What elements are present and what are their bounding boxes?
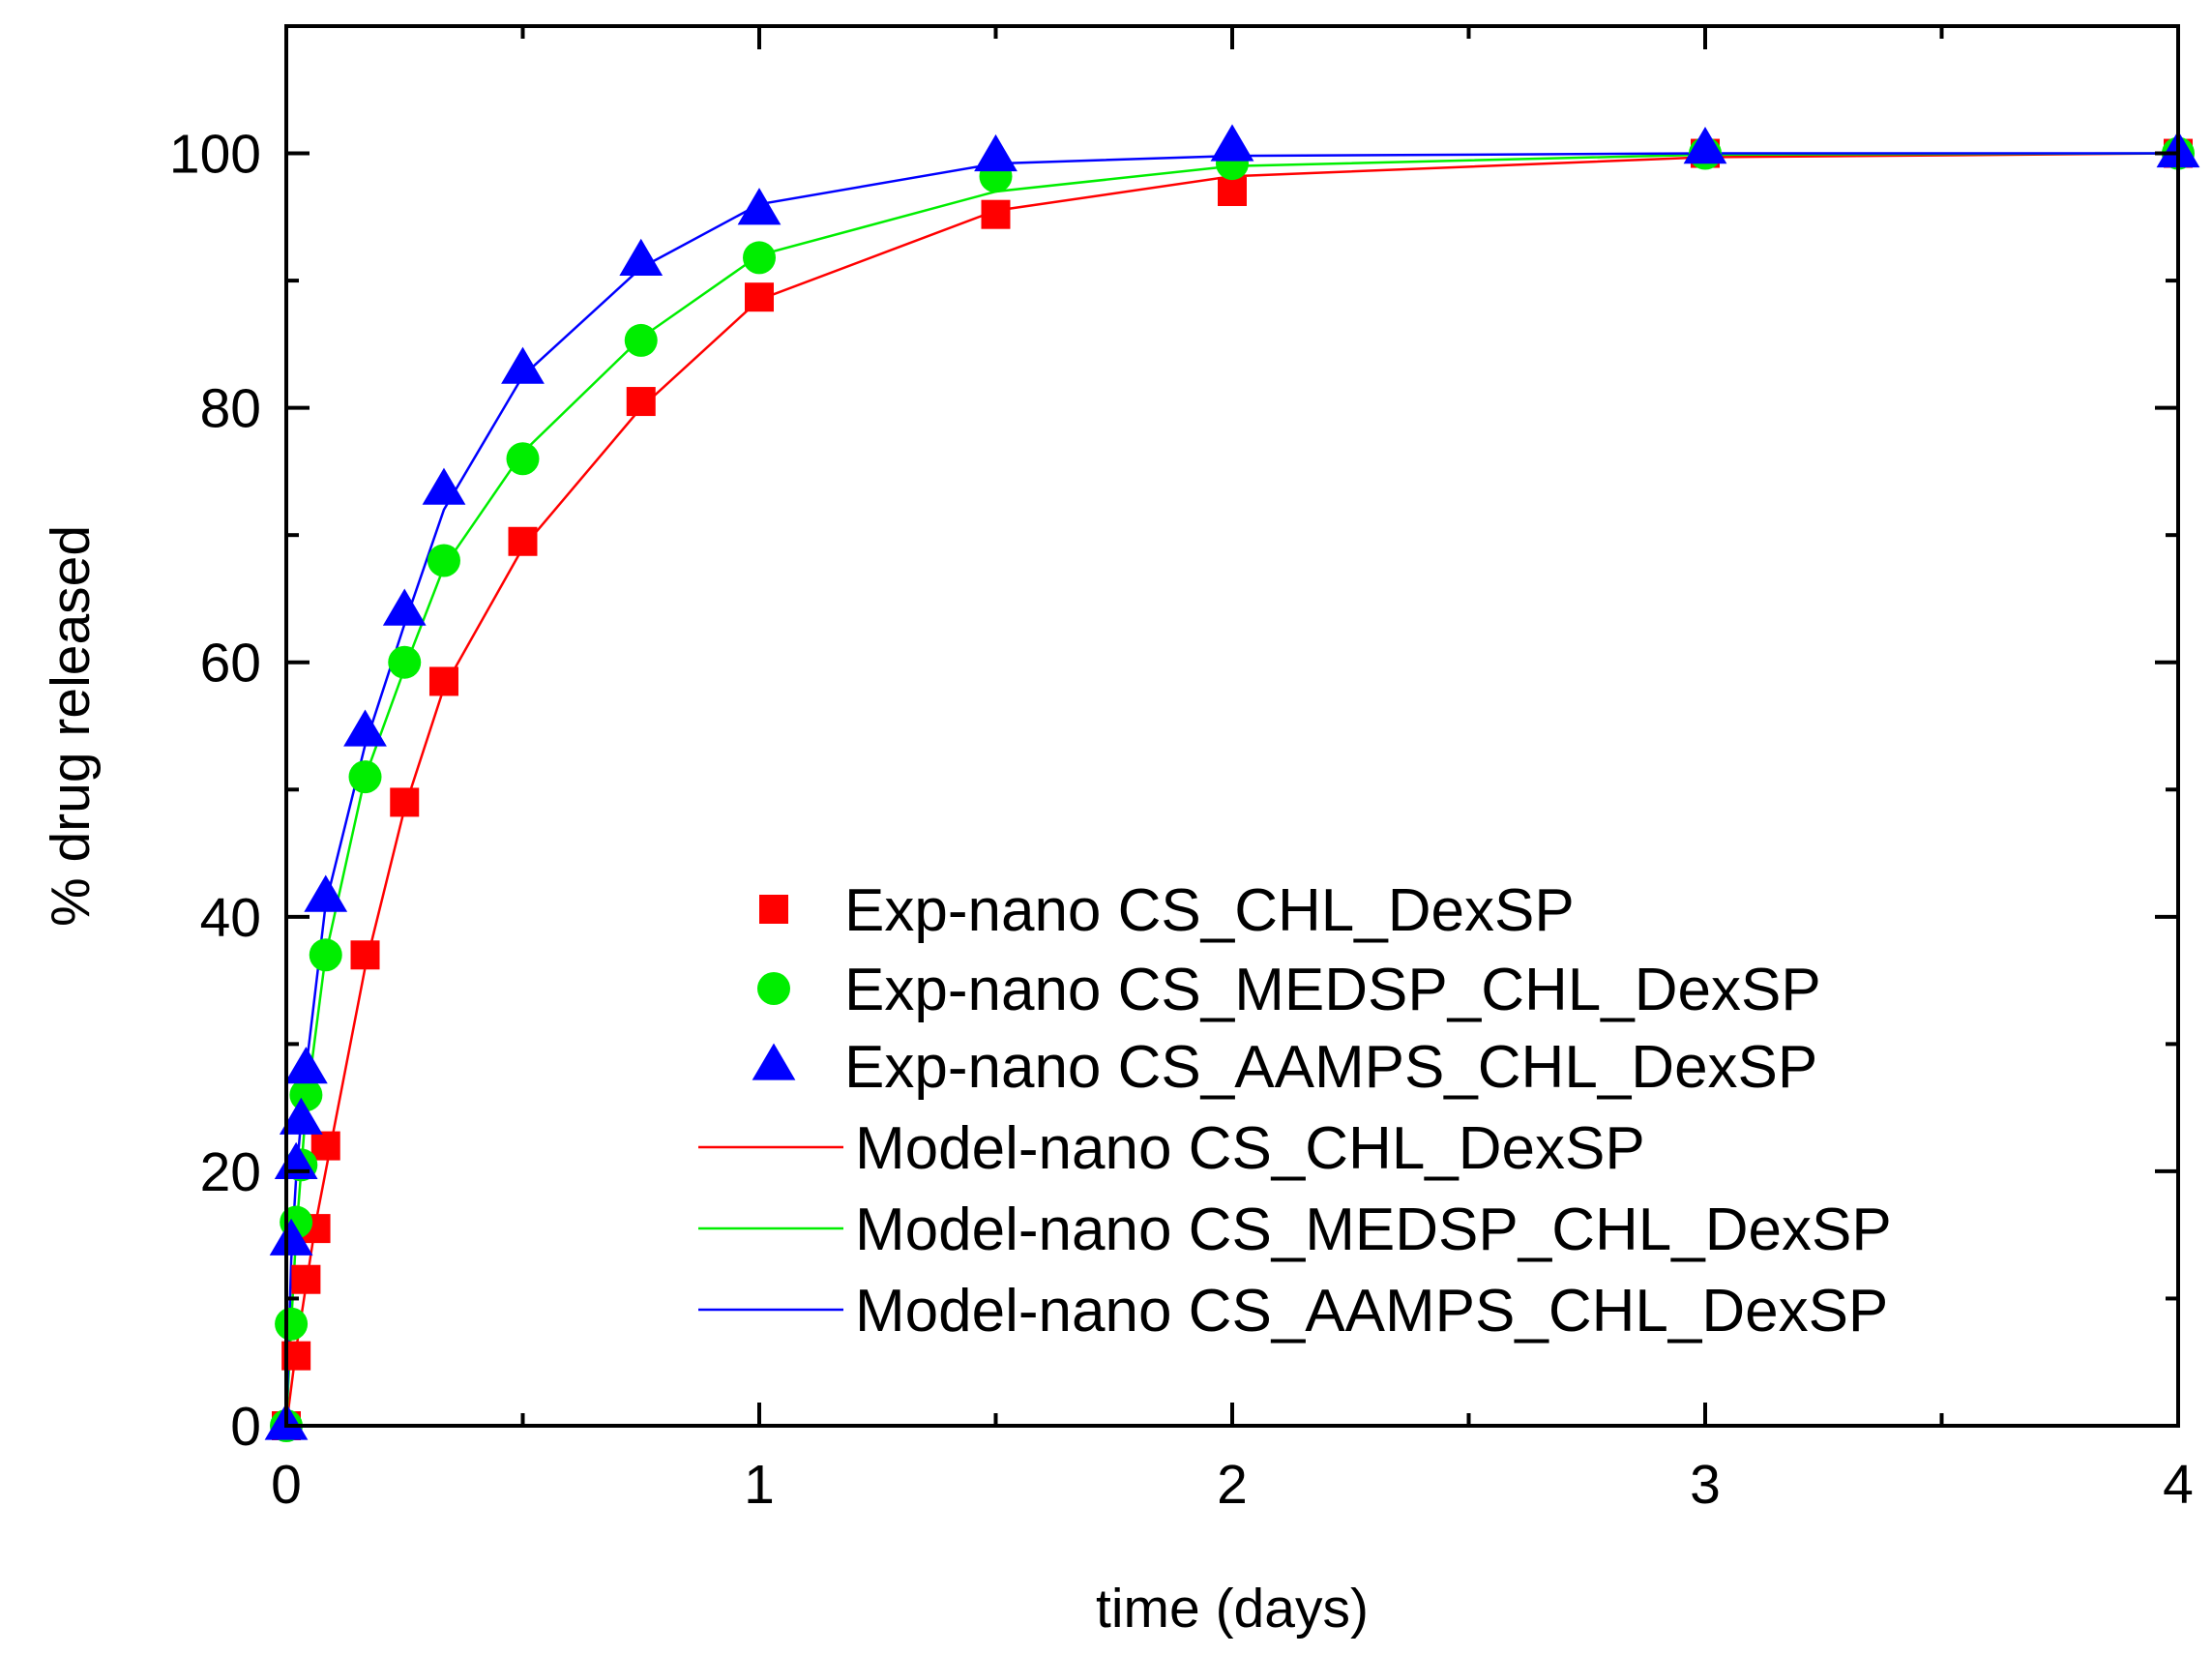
y-tick-label: 20	[200, 1141, 261, 1203]
data-point-square	[428, 666, 458, 696]
model-line	[284, 152, 2179, 1427]
data-point-triangle	[501, 346, 545, 384]
data-point-circle	[427, 544, 460, 577]
y-tick-label: 60	[200, 633, 261, 695]
x-tick-label: 1	[744, 1454, 775, 1516]
y-tick-label: 100	[169, 124, 261, 186]
data-point-square	[291, 1264, 321, 1294]
x-tick-label: 2	[1217, 1454, 1248, 1516]
data-point-square	[350, 940, 380, 970]
legend: Exp-nano CS_CHL_DexSP Exp-nano CS_MEDSP_C…	[698, 877, 1892, 1345]
y-tick-label: 80	[200, 378, 261, 440]
data-point-square	[1218, 177, 1247, 207]
legend-symbol-circle	[757, 972, 790, 1005]
data-point-circle	[388, 645, 422, 679]
data-point-circle	[348, 760, 382, 794]
y-axis-title: % drug released	[40, 525, 102, 927]
data-point-triangle	[737, 188, 782, 225]
data-point-circle	[506, 442, 540, 476]
legend-label: Model-nano CS_MEDSP_CHL_DexSP	[855, 1197, 1892, 1263]
data-point-triangle	[279, 1097, 323, 1135]
x-axis-title: time (days)	[1096, 1578, 1369, 1640]
data-point-triangle	[1683, 127, 1727, 164]
data-point-circle	[289, 1078, 323, 1111]
data-point-square	[981, 199, 1011, 229]
data-point-triangle	[269, 1218, 313, 1256]
legend-symbol-square	[759, 895, 788, 924]
y-tick-label: 0	[230, 1396, 261, 1458]
legend-label: Model-nano CS_AAMPS_CHL_DexSP	[855, 1278, 1888, 1345]
data-markers	[264, 124, 2200, 1442]
data-point-triangle	[974, 133, 1018, 172]
data-point-circle	[743, 241, 776, 275]
data-point-square	[626, 387, 656, 417]
data-point-square	[508, 526, 538, 556]
data-point-triangle	[1210, 124, 1254, 162]
axis-ticks	[284, 26, 2180, 1428]
legend-label: Exp-nano CS_AAMPS_CHL_DexSP	[844, 1034, 1817, 1101]
data-point-square	[745, 282, 774, 312]
data-point-circle	[624, 323, 658, 357]
x-tick-label: 3	[1690, 1454, 1721, 1516]
x-tick-label: 0	[271, 1454, 302, 1516]
data-point-triangle	[422, 467, 466, 505]
legend-label: Exp-nano CS_MEDSP_CHL_DexSP	[844, 957, 1821, 1023]
data-point-circle	[275, 1307, 309, 1341]
legend-symbol-triangle	[752, 1043, 796, 1080]
data-point-triangle	[619, 238, 664, 276]
data-point-triangle	[343, 709, 387, 747]
data-point-triangle	[304, 874, 348, 912]
data-point-circle	[309, 938, 342, 972]
legend-label: Exp-nano CS_CHL_DexSP	[844, 877, 1575, 944]
y-tick-label: 40	[200, 887, 261, 949]
data-point-triangle	[382, 588, 427, 626]
data-point-square	[310, 1131, 340, 1161]
data-point-triangle	[284, 1047, 328, 1084]
x-tick-label: 4	[2163, 1454, 2194, 1516]
legend-label: Model-nano CS_CHL_DexSP	[855, 1115, 1645, 1182]
data-point-square	[390, 787, 420, 817]
